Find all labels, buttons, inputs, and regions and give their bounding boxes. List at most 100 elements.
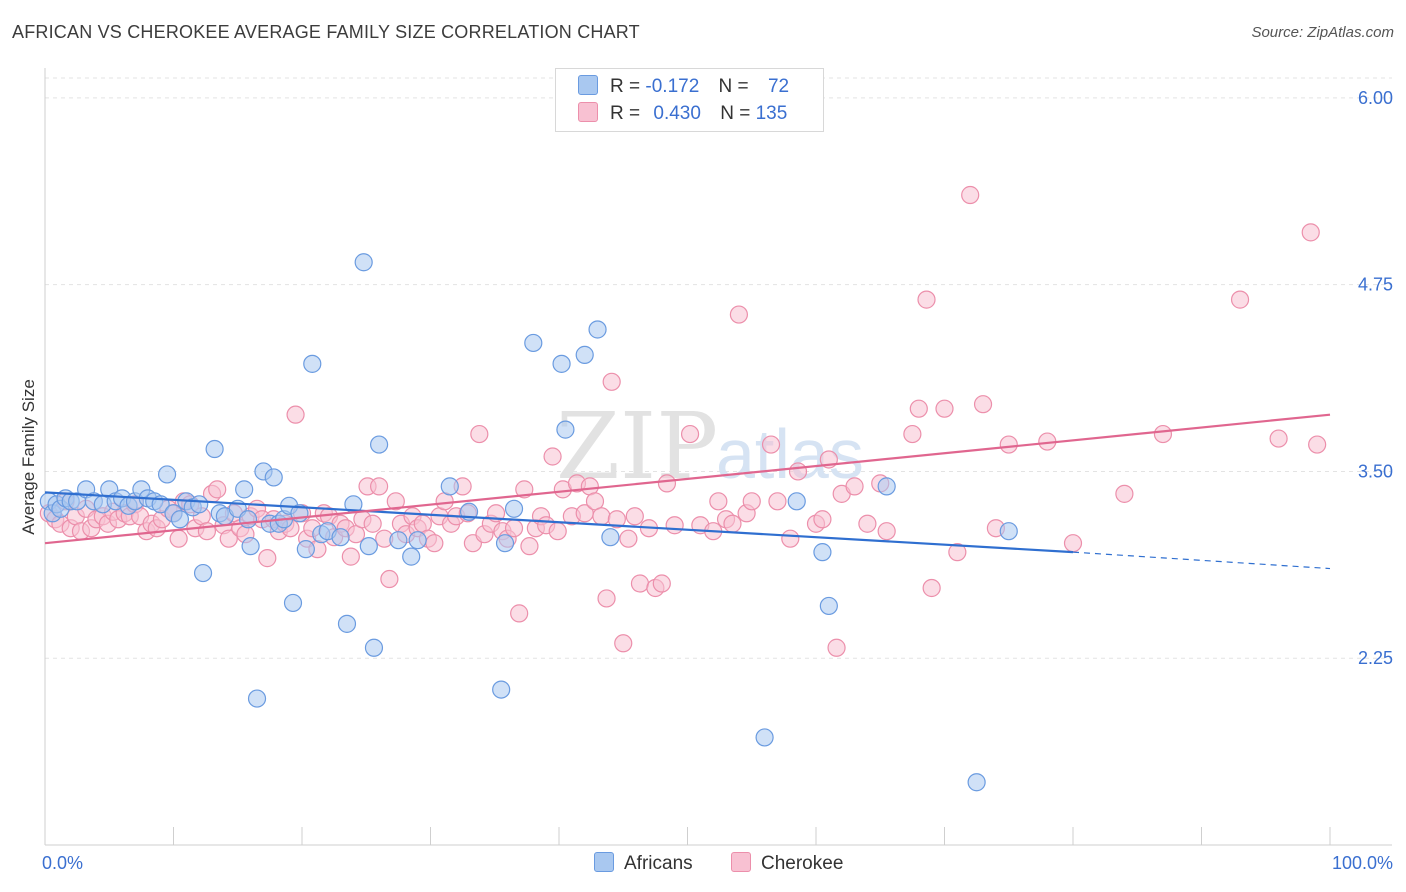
watermark: ZIP atlas [556,393,864,500]
cherokee-point [903,424,922,444]
watermark-atlas: atlas [716,415,864,493]
cherokee-point [948,543,967,562]
legend-r-label: R = [610,103,641,124]
africans-point [556,420,575,439]
africans-point [296,540,315,559]
chart-title: AFRICAN VS CHEROKEE AVERAGE FAMILY SIZE … [12,22,640,42]
cherokee-point [845,477,864,496]
y-tick-label: 2.25 [1358,648,1393,668]
africans-trend-extension [1072,551,1331,570]
cherokee-point [341,547,360,566]
cherokee-point [504,519,524,538]
cherokee-point [197,522,217,541]
africans-point [303,354,322,373]
grid-lines [45,77,1392,659]
africans-legend-swatch [594,852,614,872]
cherokee-point [597,589,616,608]
cherokee-point [652,574,671,593]
cherokee-point [614,634,633,653]
x-tick-label-start: 0.0% [42,853,83,873]
legend-row-africans: R = -0.172 N = 72 [578,75,789,99]
cherokee-trend-line [44,413,1331,545]
africans-point [337,614,357,633]
cherokee-point [380,569,399,589]
africans-legend-label: Africans [624,853,693,874]
cherokee-point [625,507,644,526]
cherokee-point [607,510,626,529]
africans-point [370,435,389,454]
cherokee-point [813,510,832,529]
cherokee-point [935,399,954,418]
cherokee-legend-label: Cherokee [761,853,844,874]
cherokee-point [781,529,800,548]
cherokee-point [877,522,896,541]
bottom-legend-africans: Africans [594,852,693,875]
cherokee-point [917,290,936,309]
cherokee-point [169,529,188,548]
africans-trend-line [44,491,1074,554]
africans-point [331,528,350,547]
y-tick-label: 4.75 [1358,275,1393,295]
africans-point [787,492,806,511]
africans-point [264,468,283,487]
africans-point [354,253,373,272]
cherokee-point [729,305,749,324]
cherokee-point [208,480,227,499]
cherokee-point [999,435,1018,454]
cherokee-point [515,480,534,499]
cherokee-point [386,492,405,511]
cherokee-point [973,395,993,414]
cherokee-point [510,604,529,623]
cherokee-point [370,477,389,496]
africans-point [492,680,511,699]
africans-point [170,510,190,529]
africans-point [552,354,571,373]
africans-point [755,728,774,747]
legend-n-label: N = [720,103,751,124]
africans-point [495,534,515,553]
africans-swatch [578,75,598,95]
legend-r-label: R = [610,76,641,97]
cherokee-point [258,549,277,568]
bottom-legend-cherokee: Cherokee [731,852,843,875]
africans-point [575,345,594,364]
cherokee-point [548,522,567,541]
africans-point [588,320,607,339]
africans-point [247,689,267,708]
africans-point [157,465,177,484]
cherokee-point [680,424,700,444]
cherokee-point [425,534,444,553]
africans-point [193,563,213,583]
legend-row-cherokee: R = 0.430 N = 135 [578,102,787,126]
africans-point [190,495,209,514]
cherokee-point [592,507,611,526]
cherokee-point [909,399,928,418]
cherokee-point [602,372,621,391]
africans-point [241,537,260,556]
cherokee-point [858,514,877,533]
tick-labels: 2.25 3.50 4.75 6.00 0.0% 100.0% [42,88,1393,873]
cherokee-point [363,514,382,533]
cherokee-point [761,435,781,454]
cherokee-point [1063,534,1083,553]
africans-point [440,477,459,496]
legend-n-value-africans: 72 [767,76,790,97]
cherokee-point [1230,290,1250,309]
cherokee-point [1153,424,1173,444]
africans-point [235,480,254,499]
cherokee-point [543,447,562,466]
africans-point [389,531,408,550]
cherokee-legend-swatch [731,852,751,872]
africans-point [364,638,384,657]
africans-point [524,333,543,353]
africans-point [813,543,832,562]
cherokee-point [723,514,742,533]
cherokee-swatch [578,102,598,122]
legend-n-value-cherokee: 135 [755,103,788,124]
cherokee-point [1269,429,1288,448]
axes [44,68,1392,846]
cherokee-point [768,492,787,511]
cherokee-point [961,185,980,205]
cherokee-point [665,516,684,535]
